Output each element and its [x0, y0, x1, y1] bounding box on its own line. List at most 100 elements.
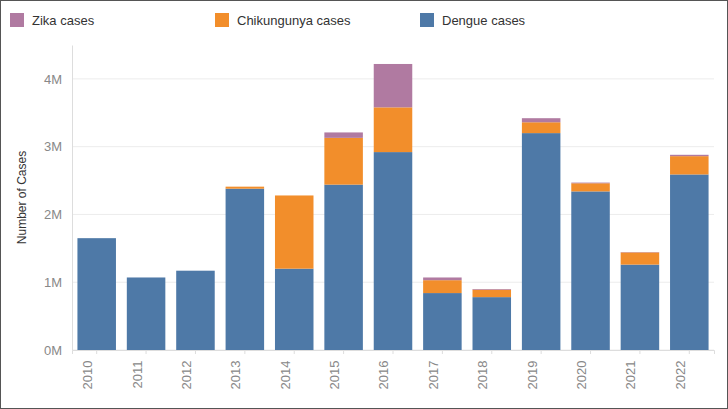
x-tick-label: 2020: [574, 361, 589, 390]
bar: [670, 156, 709, 174]
x-axis: 2010 2011 2012 2013 2014 2015 2016 2017 2018 2019…: [73, 350, 715, 389]
x-tick: 2017: [426, 350, 443, 389]
bar: [275, 195, 314, 268]
x-tick-label: 2012: [179, 361, 194, 390]
bar: [473, 290, 512, 297]
x-tick-mark: [541, 350, 542, 354]
bar: [621, 265, 660, 350]
x-tick-mark: [294, 350, 295, 354]
bar: [621, 252, 660, 253]
x-tick-label: 2010: [80, 361, 95, 390]
bar: [374, 152, 413, 350]
legend-swatch: [215, 13, 229, 27]
bar: [127, 277, 166, 278]
bar: [670, 155, 709, 156]
bar: [77, 238, 116, 239]
y-tick-label: 4M: [44, 72, 62, 87]
bar: [670, 174, 709, 350]
x-tick-mark: [146, 350, 147, 354]
x-tick-mark: [442, 350, 443, 354]
y-tick-label: 2M: [44, 207, 62, 222]
x-tick-mark: [590, 350, 591, 354]
grid: [72, 79, 714, 350]
bar: [275, 195, 314, 196]
x-tick-label: 2013: [228, 361, 243, 390]
bar: [226, 186, 265, 187]
bar: [423, 277, 462, 280]
bar: [226, 187, 265, 189]
y-tick: 2M: [44, 207, 72, 222]
bar: [522, 133, 561, 350]
frame: [1, 1, 728, 409]
x-tick-mark: [393, 350, 394, 354]
bar: [571, 183, 610, 191]
x-tick-mark: [639, 350, 640, 354]
x-tick-label: 2021: [623, 361, 638, 390]
bar: [176, 270, 215, 271]
y-axis-line: [72, 46, 73, 351]
x-tick-label: 2017: [426, 361, 441, 390]
legend-item: Dengue cases: [420, 13, 526, 28]
chart: 0M1M2M3M4M201020112012201320142015201620…: [0, 0, 728, 409]
x-tick: 2015: [327, 350, 344, 389]
bar: [571, 191, 610, 350]
legend-item: Zika cases: [10, 13, 95, 28]
x-tick: 2019: [525, 350, 542, 389]
series: [324, 64, 708, 290]
y-tick-label: 1M: [44, 275, 62, 290]
x-tick: 2014: [278, 350, 295, 389]
bar: [275, 269, 314, 350]
bar: [77, 238, 116, 239]
bar: [522, 118, 561, 122]
bar: [473, 289, 512, 291]
x-tick-label: 2022: [673, 361, 688, 390]
bar: [473, 297, 512, 350]
y-tick-label: 3M: [44, 139, 62, 154]
legend-item: Chikungunya cases: [215, 13, 351, 28]
bar: [571, 182, 610, 184]
y-tick: 3M: [44, 139, 72, 154]
x-tick-mark: [195, 350, 196, 354]
x-tick: 2010: [80, 350, 97, 389]
bar: [423, 293, 462, 350]
legend-label: Chikungunya cases: [237, 13, 351, 28]
x-axis-line: [73, 351, 715, 355]
x-tick-label: 2014: [278, 361, 293, 390]
x-tick-mark: [491, 350, 492, 354]
x-tick: 2013: [228, 350, 245, 389]
x-tick-mark: [96, 350, 97, 354]
x-tick-label: 2018: [475, 361, 490, 390]
x-tick: 2021: [623, 350, 640, 389]
bar: [324, 132, 363, 137]
series: [226, 107, 709, 297]
y-tick: 0M: [44, 343, 72, 358]
bar: [324, 185, 363, 350]
bar: [127, 277, 166, 350]
y-tick: 1M: [44, 275, 72, 290]
x-tick: 2011: [130, 350, 147, 388]
plot: 0M1M2M3M4M201020112012201320142015201620…: [44, 46, 715, 390]
x-tick-mark: [244, 350, 245, 354]
bar: [176, 271, 215, 350]
bars: [77, 64, 708, 350]
y-axis: 0M 1M 2M 3M 4M: [44, 46, 73, 358]
x-tick: 2022: [673, 350, 690, 389]
x-tick-label: 2016: [376, 361, 391, 390]
legend-swatch: [420, 13, 434, 27]
x-tick: 2020: [574, 350, 591, 389]
bar: [522, 122, 561, 133]
x-tick: 2018: [475, 350, 492, 389]
x-tick-label: 2019: [525, 361, 540, 390]
bar: [324, 138, 363, 185]
legend-swatch: [10, 13, 24, 27]
bar: [77, 238, 116, 350]
legend: Zika cases Chikungunya cases Dengue cases: [10, 13, 526, 28]
x-tick: 2016: [376, 350, 393, 389]
bar: [621, 252, 660, 264]
x-tick: 2012: [179, 350, 196, 389]
bar: [374, 64, 413, 107]
y-axis-title: Number of Cases: [15, 151, 29, 244]
legend-label: Zika cases: [32, 13, 95, 28]
x-tick-label: 2015: [327, 361, 342, 390]
x-tick-mark: [689, 350, 690, 354]
